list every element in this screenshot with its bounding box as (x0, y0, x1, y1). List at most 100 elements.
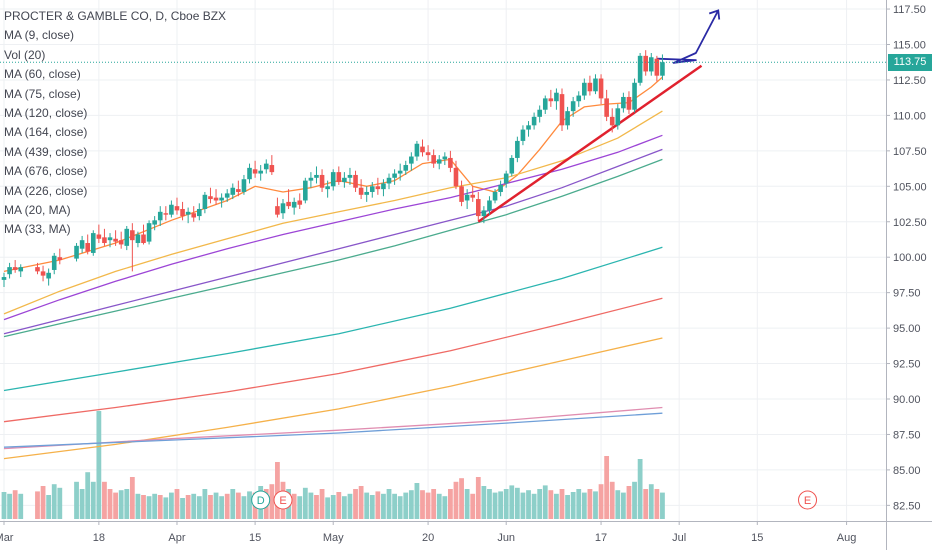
legend-ma-120[interactable]: MA (120, close) (4, 105, 88, 120)
volume-bar (219, 496, 225, 519)
legend-ma-20-ma[interactable]: MA (20, MA) (4, 202, 71, 217)
volume-bar (531, 493, 537, 519)
candle-body (275, 206, 280, 215)
volume-bar (336, 492, 342, 519)
volume-bar (526, 490, 531, 519)
volume-bar (7, 493, 12, 519)
volume-bar (470, 493, 476, 519)
volume-bar (431, 489, 437, 519)
volume-bar (146, 496, 152, 519)
candle-body (565, 111, 570, 126)
ma-line (3, 158, 663, 338)
volume-bar (12, 490, 18, 519)
legend-ma-75[interactable]: MA (75, close) (4, 86, 81, 101)
candle-body (157, 211, 163, 221)
volume-bar (174, 489, 180, 519)
event-marker (251, 490, 271, 510)
candle-body (118, 240, 124, 245)
candle-body (102, 237, 107, 244)
candle-body (107, 237, 113, 241)
candle-body (476, 199, 481, 217)
volume-bar (275, 462, 280, 519)
candle-body (414, 143, 420, 157)
volume-bar (135, 493, 141, 519)
legend-ma-226[interactable]: MA (226, close) (4, 183, 88, 198)
volume-bar (386, 489, 392, 519)
y-tick-label: 112.50 (893, 75, 926, 87)
x-tick-label: Mar (0, 532, 14, 544)
x-tick-label: 20 (422, 532, 434, 544)
event-marker-letter: E (804, 495, 811, 507)
legend-ma-164[interactable]: MA (164, close) (4, 125, 88, 140)
candle-body (442, 156, 448, 160)
volume-bar (102, 481, 107, 519)
y-tick-label: 110.00 (893, 110, 926, 122)
candle-body (336, 172, 342, 183)
volume-bar (498, 491, 504, 519)
volume-bar (648, 484, 654, 519)
volume-bar (113, 492, 118, 519)
candle-body (12, 267, 18, 270)
candle-body (621, 96, 626, 109)
candle-body (381, 183, 386, 190)
legend-ma-439[interactable]: MA (439, close) (4, 144, 88, 159)
ma-line (3, 148, 663, 335)
candle-body (409, 156, 414, 164)
event-marker (798, 490, 818, 510)
volume-bar (330, 495, 336, 519)
volume-bar (570, 492, 576, 519)
candle-body (593, 78, 598, 92)
y-tick-label: 87.50 (893, 429, 921, 441)
legend-ma-9[interactable]: MA (9, close) (4, 28, 75, 43)
legend-vol-20[interactable]: Vol (20) (4, 47, 46, 62)
volume-bar (241, 496, 247, 519)
candle-body (526, 125, 531, 130)
volume-bar (319, 489, 325, 519)
y-tick-label: 107.50 (893, 146, 927, 158)
legend-ma-676[interactable]: MA (676, close) (4, 164, 88, 179)
volume-bar (40, 486, 46, 519)
candle-body (420, 146, 425, 153)
candle-body (219, 197, 224, 201)
candle-body (375, 186, 381, 190)
candle-body (314, 174, 319, 178)
candle-body (615, 108, 621, 126)
ma-line (3, 76, 663, 273)
volume-bar (191, 493, 197, 519)
volume-bar (74, 481, 79, 519)
legend-ma-60[interactable]: MA (60, close) (4, 67, 81, 82)
y-tick-label: 115.00 (893, 40, 926, 52)
volume-bar (90, 481, 96, 519)
moving-average-layer (3, 76, 663, 460)
candle-body (570, 101, 576, 112)
legend-title[interactable]: PROCTER & GAMBLE CO, D, Cboe BZX (4, 9, 227, 23)
candle-body (85, 243, 90, 252)
volume-bar (520, 492, 526, 519)
volume-bar (213, 492, 219, 519)
legend-ma-33-ma[interactable]: MA (33, MA) (4, 222, 71, 237)
volume-bar (57, 487, 63, 519)
candle-body (660, 62, 665, 76)
volume-bar (403, 492, 409, 519)
volume-bar (141, 495, 146, 519)
candle-body (124, 228, 130, 246)
candle-body (247, 167, 252, 180)
x-tick-label: Jun (497, 532, 515, 544)
last-price-label: 113.75 (888, 54, 932, 71)
candle-body (559, 94, 565, 126)
candle-body (392, 173, 397, 178)
volume-bar (581, 492, 587, 519)
volume-bar (420, 490, 425, 519)
volume-bar (397, 496, 403, 519)
y-tick-label: 85.00 (893, 465, 921, 477)
candle-body (425, 152, 431, 156)
volume-bar (654, 489, 660, 519)
volume-bar (308, 492, 314, 519)
candle-body (286, 201, 291, 207)
volume-bar (609, 481, 615, 519)
candle-body (342, 177, 347, 183)
volume-bar (604, 456, 610, 519)
candle-body (609, 116, 615, 126)
candle-body (185, 211, 191, 215)
